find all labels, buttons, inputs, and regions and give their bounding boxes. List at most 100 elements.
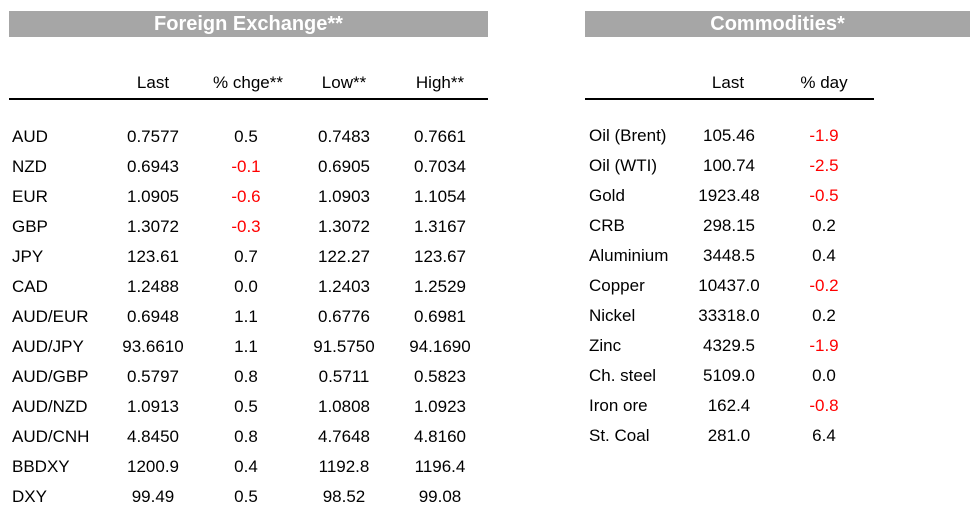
commodity-name: Iron ore [589, 396, 648, 415]
fx-low-value: 1.0903 [318, 187, 370, 206]
fx-high-value: 0.7661 [414, 127, 466, 146]
fx-pct-change-value: 0.8 [234, 427, 258, 446]
fx-high-value: 94.1690 [409, 337, 471, 356]
fx-currency-name: NZD [12, 157, 47, 176]
fx-low-value: 0.5711 [318, 367, 370, 386]
fx-currency-name: JPY [12, 247, 44, 266]
fx-high-value: 123.67 [414, 247, 466, 266]
fx-pct-change-value: 0.5 [234, 487, 258, 506]
fx-high-value: 0.7034 [414, 157, 466, 176]
commodity-pct-day-value: 0.0 [812, 366, 836, 385]
commodity-last-value: 162.4 [707, 396, 751, 415]
commodity-last-value: 298.15 [703, 216, 755, 235]
fx-pct-change-value: -0.3 [231, 217, 261, 236]
commodity-name: Nickel [589, 306, 636, 325]
fx-last-value: 99.49 [131, 487, 175, 506]
commodity-pct-day-value: -0.2 [809, 276, 839, 295]
fx-pct-change-value: 0.5 [234, 397, 258, 416]
fx-panel-title: Foreign Exchange** [9, 11, 488, 37]
fx-high-value: 1196.4 [414, 457, 466, 476]
commodity-pct-day-value: -2.5 [809, 156, 839, 175]
fx-low-value: 1192.8 [318, 457, 370, 476]
fx-high-value: 1.1054 [414, 187, 466, 206]
commodity-name: Oil (WTI) [589, 156, 657, 175]
commodity-pct-day-value: 6.4 [812, 426, 836, 445]
fx-low-value: 1.0808 [318, 397, 370, 416]
fx-high-value: 99.08 [418, 487, 462, 506]
fx-low-value: 91.5750 [313, 337, 375, 356]
commodity-pct-day-value: 0.2 [812, 306, 836, 325]
fx-header-pct-change: % chge** [213, 73, 283, 92]
commodity-name: St. Coal [589, 426, 650, 445]
fx-last-value: 1200.9 [127, 457, 179, 476]
fx-currency-name: AUD/GBP [12, 367, 89, 386]
commodity-name: Ch. steel [589, 366, 657, 385]
fx-last-value: 1.0905 [127, 187, 179, 206]
fx-pct-change-value: -0.1 [231, 157, 261, 176]
fx-low-value: 1.2403 [318, 277, 370, 296]
fx-last-value: 0.6943 [127, 157, 179, 176]
commodities-header-pct-day: % day [800, 73, 848, 92]
commodity-last-value: 33318.0 [698, 306, 760, 325]
fx-currency-name: BBDXY [12, 457, 70, 476]
commodities-panel-title: Commodities* [585, 11, 970, 37]
fx-currency-name: EUR [12, 187, 48, 206]
fx-last-value: 4.8450 [127, 427, 179, 446]
commodity-last-value: 105.46 [703, 126, 755, 145]
fx-low-value: 4.7648 [318, 427, 370, 446]
commodity-last-value: 4329.5 [703, 336, 755, 355]
fx-currency-name: AUD/CNH [12, 427, 90, 446]
fx-currency-name: CAD [12, 277, 48, 296]
fx-high-value: 4.8160 [414, 427, 466, 446]
commodity-last-value: 1923.48 [698, 186, 760, 205]
fx-high-value: 0.6981 [414, 307, 466, 326]
commodity-pct-day-value: -1.9 [809, 336, 839, 355]
fx-high-value: 0.5823 [414, 367, 466, 386]
fx-pct-change-value: 1.1 [234, 307, 258, 326]
commodity-name: Gold [589, 186, 625, 205]
commodity-last-value: 281.0 [707, 426, 751, 445]
fx-currency-name: AUD/NZD [12, 397, 88, 416]
fx-pct-change-value: 0.4 [234, 457, 258, 476]
fx-low-value: 0.6905 [318, 157, 370, 176]
fx-pct-change-value: 0.8 [234, 367, 258, 386]
fx-last-value: 93.6610 [122, 337, 184, 356]
commodity-name: Zinc [589, 336, 622, 355]
fx-last-value: 123.61 [127, 247, 179, 266]
fx-high-value: 1.0923 [414, 397, 466, 416]
commodity-pct-day-value: -1.9 [809, 126, 839, 145]
fx-header-last: Last [136, 73, 170, 92]
commodity-name: Oil (Brent) [589, 126, 667, 145]
fx-header-low: Low** [321, 73, 367, 92]
fx-low-value: 1.3072 [318, 217, 370, 236]
fx-high-value: 1.3167 [414, 217, 466, 236]
fx-last-value: 0.6948 [127, 307, 179, 326]
commodity-pct-day-value: 0.2 [812, 216, 836, 235]
commodities-header-rule [585, 98, 874, 100]
fx-low-value: 0.7483 [318, 127, 370, 146]
fx-pct-change-value: 1.1 [234, 337, 258, 356]
commodity-last-value: 3448.5 [703, 246, 755, 265]
fx-last-value: 1.0913 [127, 397, 179, 416]
commodity-last-value: 5109.0 [703, 366, 755, 385]
fx-currency-name: AUD/JPY [12, 337, 84, 356]
commodity-name: Aluminium [589, 246, 669, 265]
commodity-pct-day-value: 0.4 [812, 246, 836, 265]
commodities-header-last: Last [711, 73, 745, 92]
fx-currency-name: DXY [12, 487, 47, 506]
fx-currency-name: AUD [12, 127, 48, 146]
commodity-pct-day-value: -0.5 [809, 186, 839, 205]
commodity-name: CRB [589, 216, 625, 235]
fx-last-value: 0.7577 [127, 127, 179, 146]
commodity-name: Copper [589, 276, 645, 295]
fx-pct-change-value: 0.7 [234, 247, 258, 266]
fx-pct-change-value: 0.5 [234, 127, 258, 146]
fx-low-value: 122.27 [318, 247, 370, 266]
commodity-last-value: 10437.0 [698, 276, 760, 295]
commodity-pct-day-value: -0.8 [809, 396, 839, 415]
fx-last-value: 1.3072 [127, 217, 179, 236]
fx-last-value: 0.5797 [127, 367, 179, 386]
fx-currency-name: AUD/EUR [12, 307, 89, 326]
fx-high-value: 1.2529 [414, 277, 466, 296]
commodity-last-value: 100.74 [703, 156, 755, 175]
